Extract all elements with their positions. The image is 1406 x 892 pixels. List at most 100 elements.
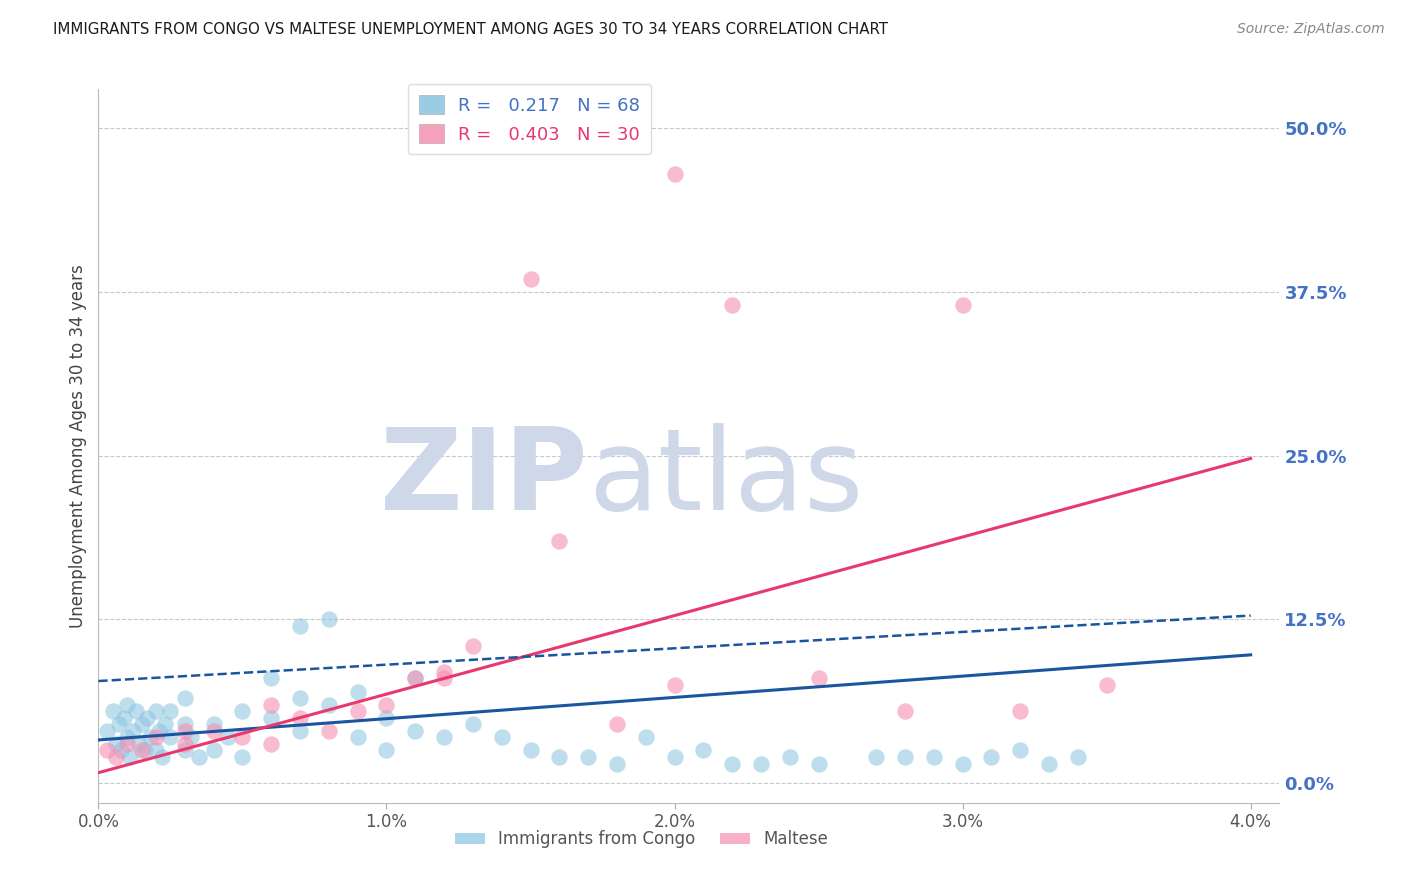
Point — [779, 750, 801, 764]
Point — [721, 756, 744, 771]
Point — [231, 731, 253, 745]
Point — [576, 750, 599, 764]
Point — [115, 698, 138, 712]
Point — [260, 737, 283, 751]
Point — [231, 750, 253, 764]
Point — [664, 678, 686, 692]
Point — [145, 704, 167, 718]
Point — [519, 743, 541, 757]
Point — [110, 743, 132, 757]
Legend: Immigrants from Congo, Maltese: Immigrants from Congo, Maltese — [449, 824, 835, 855]
Text: IMMIGRANTS FROM CONGO VS MALTESE UNEMPLOYMENT AMONG AGES 30 TO 34 YEARS CORRELAT: IMMIGRANTS FROM CONGO VS MALTESE UNEMPLO… — [53, 22, 889, 37]
Point — [104, 750, 127, 764]
Point — [375, 743, 398, 757]
Point — [120, 750, 142, 764]
Point — [134, 743, 156, 757]
Point — [159, 704, 181, 718]
Point — [692, 743, 714, 757]
Point — [375, 711, 398, 725]
Point — [807, 756, 830, 771]
Point — [139, 731, 162, 745]
Point — [96, 723, 118, 738]
Point — [664, 750, 686, 764]
Point — [433, 665, 456, 679]
Point — [318, 612, 340, 626]
Point — [122, 723, 145, 738]
Point — [980, 750, 1002, 764]
Point — [634, 731, 657, 745]
Point — [260, 711, 283, 725]
Point — [288, 711, 311, 725]
Point — [1038, 756, 1060, 771]
Point — [131, 743, 153, 757]
Point — [173, 691, 195, 706]
Point — [404, 672, 426, 686]
Point — [188, 750, 211, 764]
Point — [260, 672, 283, 686]
Point — [159, 731, 181, 745]
Point — [101, 704, 124, 718]
Point — [202, 723, 225, 738]
Point — [491, 731, 513, 745]
Point — [952, 298, 974, 312]
Point — [807, 672, 830, 686]
Point — [202, 717, 225, 731]
Point — [1095, 678, 1118, 692]
Text: ZIP: ZIP — [380, 423, 589, 533]
Point — [288, 619, 311, 633]
Point — [288, 723, 311, 738]
Point — [150, 750, 173, 764]
Point — [606, 717, 628, 731]
Text: atlas: atlas — [589, 423, 863, 533]
Point — [173, 723, 195, 738]
Point — [346, 684, 368, 698]
Point — [894, 750, 917, 764]
Point — [115, 731, 138, 745]
Point — [404, 672, 426, 686]
Point — [865, 750, 887, 764]
Point — [318, 698, 340, 712]
Y-axis label: Unemployment Among Ages 30 to 34 years: Unemployment Among Ages 30 to 34 years — [69, 264, 87, 628]
Point — [346, 731, 368, 745]
Point — [128, 737, 150, 751]
Point — [112, 711, 135, 725]
Point — [231, 704, 253, 718]
Point — [136, 711, 159, 725]
Point — [404, 723, 426, 738]
Point — [173, 717, 195, 731]
Point — [1010, 743, 1032, 757]
Point — [115, 737, 138, 751]
Point — [664, 167, 686, 181]
Point — [519, 272, 541, 286]
Point — [346, 704, 368, 718]
Point — [433, 731, 456, 745]
Point — [461, 717, 484, 731]
Point — [1010, 704, 1032, 718]
Point — [260, 698, 283, 712]
Point — [288, 691, 311, 706]
Point — [461, 639, 484, 653]
Point — [318, 723, 340, 738]
Point — [153, 717, 176, 731]
Point — [548, 533, 571, 548]
Point — [217, 731, 239, 745]
Point — [145, 731, 167, 745]
Point — [433, 672, 456, 686]
Point — [125, 704, 148, 718]
Point — [96, 743, 118, 757]
Point — [548, 750, 571, 764]
Point — [606, 756, 628, 771]
Point — [145, 743, 167, 757]
Point — [107, 717, 129, 731]
Point — [180, 731, 202, 745]
Point — [952, 756, 974, 771]
Point — [922, 750, 945, 764]
Point — [375, 698, 398, 712]
Point — [104, 737, 127, 751]
Point — [749, 756, 772, 771]
Point — [202, 743, 225, 757]
Text: Source: ZipAtlas.com: Source: ZipAtlas.com — [1237, 22, 1385, 37]
Point — [148, 723, 170, 738]
Point — [721, 298, 744, 312]
Point — [131, 717, 153, 731]
